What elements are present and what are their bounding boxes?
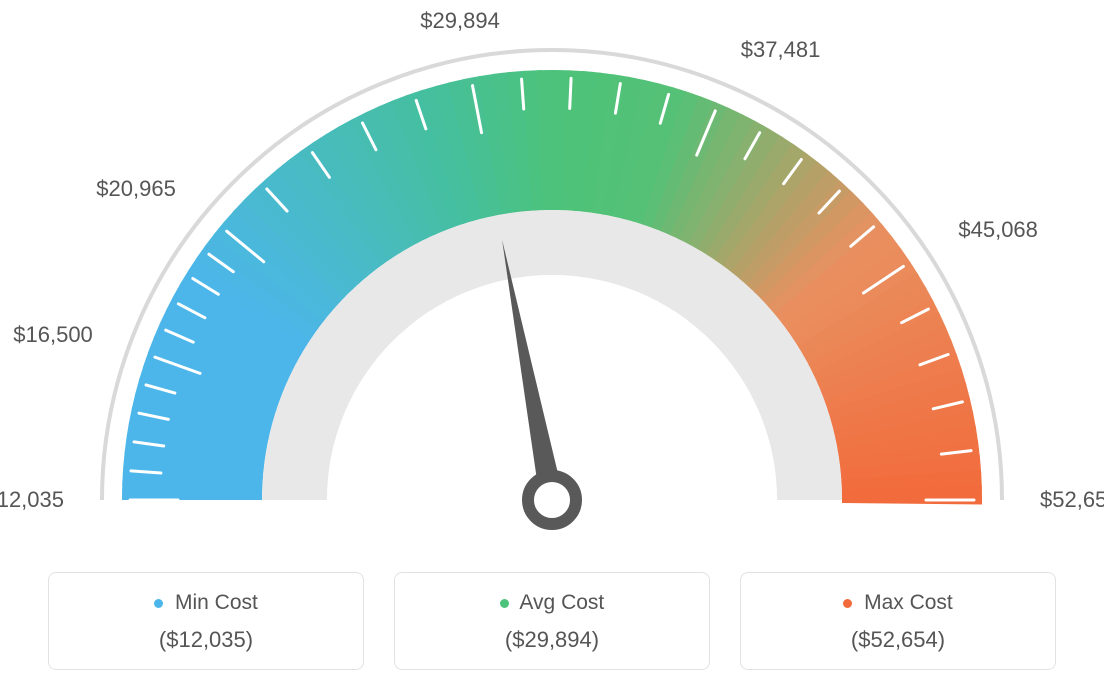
legend-card-avg-title: Avg Cost	[407, 591, 697, 615]
gauge-chart: $12,035 $16,500 $20,965 $29,894 $37,481 $45,0…	[0, 0, 1104, 560]
legend-avg-label: Avg Cost	[519, 591, 604, 614]
legend-min-value: ($12,035)	[61, 627, 351, 653]
legend-card-max: Max Cost ($52,654)	[740, 572, 1056, 670]
dot-icon	[843, 599, 852, 608]
gauge-tick-label: $16,500	[13, 322, 93, 348]
legend-card-min-title: Min Cost	[61, 591, 351, 615]
dot-icon	[500, 599, 509, 608]
dot-icon	[154, 599, 163, 608]
legend-card-min: Min Cost ($12,035)	[48, 572, 364, 670]
legend-card-max-title: Max Cost	[753, 591, 1043, 615]
gauge-svg	[0, 0, 1104, 560]
legend-avg-value: ($29,894)	[407, 627, 697, 653]
legend-row: Min Cost ($12,035) Avg Cost ($29,894) Ma…	[48, 572, 1056, 670]
gauge-tick-label: $29,894	[420, 8, 500, 34]
legend-min-label: Min Cost	[175, 591, 258, 614]
gauge-tick-label: $37,481	[741, 37, 821, 63]
legend-max-label: Max Cost	[864, 591, 953, 614]
gauge-tick-label: $12,035	[0, 487, 64, 513]
legend-max-value: ($52,654)	[753, 627, 1043, 653]
gauge-tick-label: $45,068	[958, 217, 1038, 243]
legend-card-avg: Avg Cost ($29,894)	[394, 572, 710, 670]
gauge-tick-label: $52,654	[1040, 487, 1104, 513]
gauge-tick-label: $20,965	[96, 176, 176, 202]
